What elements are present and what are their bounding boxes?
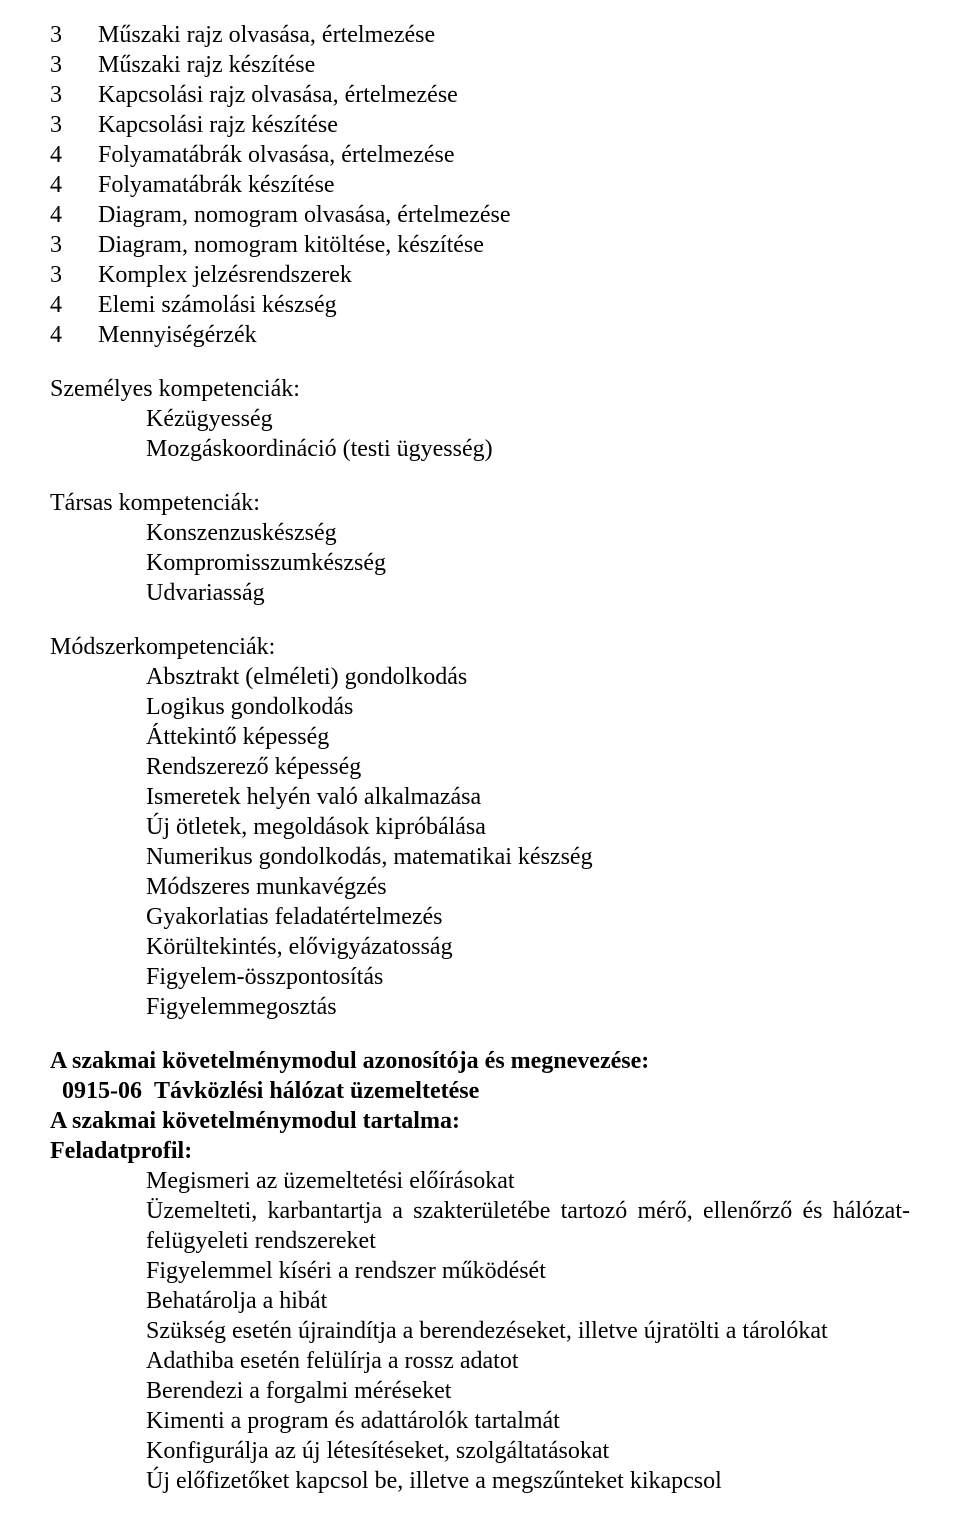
row-text: Kapcsolási rajz olvasása, értelmezése xyxy=(98,80,910,110)
numbered-skill-list: 3Műszaki rajz olvasása, értelmezése3Műsz… xyxy=(50,20,910,350)
numbered-row: 3Diagram, nomogram kitöltése, készítése xyxy=(50,230,910,260)
row-number: 4 xyxy=(50,290,98,320)
group-item: Logikus gondolkodás xyxy=(146,692,910,722)
numbered-row: 4Folyamatábrák olvasása, értelmezése xyxy=(50,140,910,170)
competency-group: Személyes kompetenciák:KézügyességMozgás… xyxy=(50,374,910,464)
row-text: Folyamatábrák készítése xyxy=(98,170,910,200)
feladat-item: Kimenti a program és adattárolók tartalm… xyxy=(146,1406,910,1436)
module-line-4: Feladatprofil: xyxy=(50,1136,910,1166)
row-number: 4 xyxy=(50,170,98,200)
row-text: Műszaki rajz készítése xyxy=(98,50,910,80)
numbered-row: 3Műszaki rajz készítése xyxy=(50,50,910,80)
group-item: Mozgáskoordináció (testi ügyesség) xyxy=(146,434,910,464)
numbered-row: 3Kapcsolási rajz olvasása, értelmezése xyxy=(50,80,910,110)
row-number: 4 xyxy=(50,320,98,350)
row-number: 3 xyxy=(50,230,98,260)
group-items: Absztrakt (elméleti) gondolkodásLogikus … xyxy=(50,662,910,1022)
numbered-row: 3Kapcsolási rajz készítése xyxy=(50,110,910,140)
feladat-item: Megismeri az üzemeltetési előírásokat xyxy=(146,1166,910,1196)
group-title: Módszerkompetenciák: xyxy=(50,632,910,662)
module-line-3: A szakmai követelménymodul tartalma: xyxy=(50,1106,910,1136)
group-item: Áttekintő képesség xyxy=(146,722,910,752)
feladat-item: Figyelemmel kíséri a rendszer működését xyxy=(146,1256,910,1286)
group-item: Figyelem-összpontosítás xyxy=(146,962,910,992)
feladat-item: Szükség esetén újraindítja a berendezése… xyxy=(146,1316,910,1346)
module-heading: A szakmai követelménymodul azonosítója é… xyxy=(50,1046,910,1166)
group-item: Új ötletek, megoldások kipróbálása xyxy=(146,812,910,842)
row-text: Mennyiségérzék xyxy=(98,320,910,350)
numbered-row: 4Mennyiségérzék xyxy=(50,320,910,350)
group-item: Numerikus gondolkodás, matematikai készs… xyxy=(146,842,910,872)
competency-group: Társas kompetenciák:KonszenzuskészségKom… xyxy=(50,488,910,608)
row-text: Diagram, nomogram kitöltése, készítése xyxy=(98,230,910,260)
competency-group: Módszerkompetenciák:Absztrakt (elméleti)… xyxy=(50,632,910,1022)
feladatprofil-list: Megismeri az üzemeltetési előírásokatÜze… xyxy=(50,1166,910,1496)
row-number: 3 xyxy=(50,80,98,110)
feladat-item: Új előfizetőket kapcsol be, illetve a me… xyxy=(146,1466,910,1496)
row-text: Diagram, nomogram olvasása, értelmezése xyxy=(98,200,910,230)
group-item: Körültekintés, elővigyázatosság xyxy=(146,932,910,962)
group-item: Ismeretek helyén való alkalmazása xyxy=(146,782,910,812)
row-text: Kapcsolási rajz készítése xyxy=(98,110,910,140)
row-number: 3 xyxy=(50,260,98,290)
group-item: Kézügyesség xyxy=(146,404,910,434)
row-number: 4 xyxy=(50,140,98,170)
group-item: Kompromisszumkészség xyxy=(146,548,910,578)
feladat-item: Konfigurálja az új létesítéseket, szolgá… xyxy=(146,1436,910,1466)
numbered-row: 4Diagram, nomogram olvasása, értelmezése xyxy=(50,200,910,230)
group-item: Konszenzuskészség xyxy=(146,518,910,548)
feladat-item: Üzemelteti, karbantartja a szakterületéb… xyxy=(146,1196,910,1256)
row-number: 4 xyxy=(50,200,98,230)
group-item: Módszeres munkavégzés xyxy=(146,872,910,902)
numbered-row: 4Elemi számolási készség xyxy=(50,290,910,320)
feladat-item: Adathiba esetén felülírja a rossz adatot xyxy=(146,1346,910,1376)
row-number: 3 xyxy=(50,50,98,80)
numbered-row: 3Műszaki rajz olvasása, értelmezése xyxy=(50,20,910,50)
row-text: Folyamatábrák olvasása, értelmezése xyxy=(98,140,910,170)
module-line-1: A szakmai követelménymodul azonosítója é… xyxy=(50,1046,910,1076)
module-id: 0915-06 xyxy=(50,1076,154,1106)
group-title: Személyes kompetenciák: xyxy=(50,374,910,404)
feladat-item: Behatárolja a hibát xyxy=(146,1286,910,1316)
row-text: Komplex jelzésrendszerek xyxy=(98,260,910,290)
module-name: Távközlési hálózat üzemeltetése xyxy=(154,1076,479,1106)
row-number: 3 xyxy=(50,20,98,50)
group-item: Gyakorlatias feladatértelmezés xyxy=(146,902,910,932)
group-item: Absztrakt (elméleti) gondolkodás xyxy=(146,662,910,692)
group-item: Udvariasság xyxy=(146,578,910,608)
group-item: Figyelemmegosztás xyxy=(146,992,910,1022)
group-title: Társas kompetenciák: xyxy=(50,488,910,518)
numbered-row: 3Komplex jelzésrendszerek xyxy=(50,260,910,290)
feladat-item: Berendezi a forgalmi méréseket xyxy=(146,1376,910,1406)
group-item: Rendszerező képesség xyxy=(146,752,910,782)
row-number: 3 xyxy=(50,110,98,140)
numbered-row: 4Folyamatábrák készítése xyxy=(50,170,910,200)
group-items: KonszenzuskészségKompromisszumkészségUdv… xyxy=(50,518,910,608)
row-text: Elemi számolási készség xyxy=(98,290,910,320)
group-items: KézügyességMozgáskoordináció (testi ügye… xyxy=(50,404,910,464)
row-text: Műszaki rajz olvasása, értelmezése xyxy=(98,20,910,50)
